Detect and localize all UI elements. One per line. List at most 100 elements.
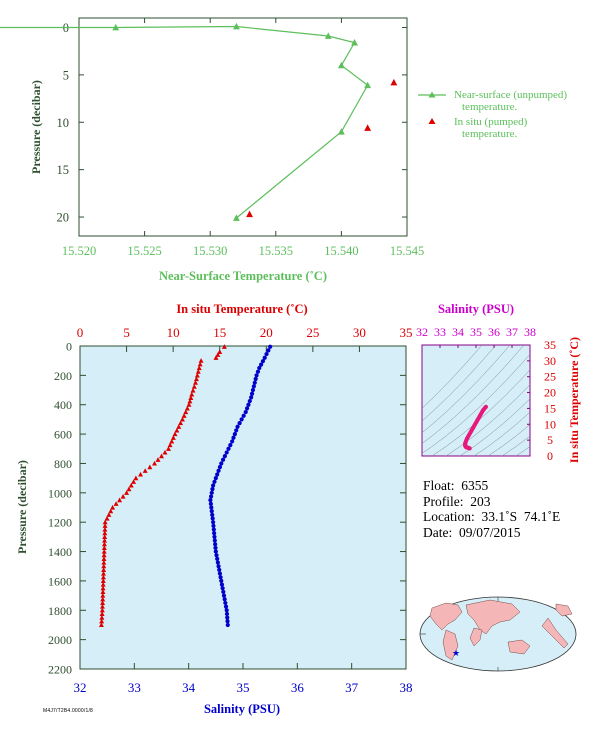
temperature-profile-point <box>183 409 189 415</box>
legend-marker-unpumped <box>428 91 436 98</box>
salinity-profile-point <box>209 490 214 495</box>
unpumped-temperature-point <box>337 128 345 135</box>
ts-x-tick-label: 34 <box>452 325 464 339</box>
salinity-profile-point <box>220 457 226 462</box>
temperature-tick-label: 10 <box>167 325 180 340</box>
temperature-profile-point <box>221 344 227 349</box>
temperature-profile-point <box>113 501 119 506</box>
salinity-profile-point <box>255 369 261 374</box>
salinity-profile-point <box>215 556 220 561</box>
ts-y-tick-label: 15 <box>544 401 556 415</box>
legend-label-pumped: In situ (pumped) temperature. <box>454 116 530 140</box>
temperature-tick-label: 0 <box>77 325 84 340</box>
salinity-profile-point <box>217 465 223 470</box>
salinity-profile-point <box>211 523 216 528</box>
salinity-profile-point <box>208 501 213 506</box>
ts-x-ticks: 32 33 34 35 36 37 38 <box>416 325 536 348</box>
salinity-profile-point <box>209 505 214 510</box>
salinity-profile-point <box>224 450 229 455</box>
temperature-profile-point <box>101 567 107 572</box>
temperature-profile-point <box>194 372 200 378</box>
pressure-tick-label: 400 <box>54 398 72 412</box>
near-surface-legend: Near-surface (unpumped) temperature. In … <box>418 89 567 140</box>
temperature-profile-point <box>178 420 184 426</box>
temperature-tick-label: 35 <box>400 325 413 340</box>
float-location-marker: ★ <box>452 648 460 658</box>
salinity-profile-point <box>225 619 230 624</box>
profile-number: Profile: 203 <box>423 493 491 509</box>
temperature-profile-point <box>169 438 175 444</box>
salinity-profile-point <box>254 373 259 378</box>
unpumped-temperature-point <box>337 61 345 69</box>
near-surface-y-axis-label: Pressure (decibar) <box>29 80 43 174</box>
salinity-profile-point <box>221 593 227 598</box>
profile-top-axis-label: In situ Temperature (˚C) <box>176 302 307 316</box>
density-contour <box>422 345 483 409</box>
pressure-tick-label: 1800 <box>48 604 72 618</box>
salinity-profile-point <box>213 549 218 554</box>
salinity-profile-point <box>208 498 213 503</box>
density-contour <box>473 411 530 456</box>
temperature-profile-point <box>138 471 144 477</box>
temperature-profile-point <box>101 545 107 550</box>
temperature-tick-label: 25 <box>306 325 319 340</box>
salinity-profile-point <box>213 542 218 547</box>
ts-x-axis-label: Salinity (PSU) <box>438 302 514 316</box>
salinity-profile-point <box>219 578 224 584</box>
figure-footnote: M4J7/T2B4.0000/1/8 <box>43 708 94 714</box>
salinity-profile-point <box>260 359 266 364</box>
salinity-profile-point <box>218 575 223 580</box>
ts-plot-area <box>421 344 531 457</box>
temperature-profile-point <box>193 376 199 382</box>
temperature-profile-point <box>102 537 108 543</box>
pumped-temperature-point <box>364 124 372 131</box>
density-contour <box>445 384 530 456</box>
temperature-profile-point <box>101 552 107 558</box>
temperature-profile-point <box>126 486 132 492</box>
salinity-profile-point <box>211 527 216 532</box>
pressure-tick-label: 1400 <box>48 545 72 559</box>
density-contour <box>422 345 511 434</box>
density-contour <box>431 369 530 456</box>
salinity-profile-point <box>217 567 222 572</box>
salinity-profile-point <box>237 420 242 426</box>
ts-y-tick-label: 10 <box>544 417 556 431</box>
salinity-profile-point <box>246 402 251 407</box>
temperature-profile-point <box>174 427 180 433</box>
salinity-profile-point <box>213 476 218 481</box>
temperature-profile-point <box>98 622 104 628</box>
x-tick-label: 15.520 <box>62 244 96 258</box>
legend-marker-pumped <box>428 118 436 124</box>
x-tick-label: 15.525 <box>127 244 161 258</box>
temperature-profile-point <box>196 365 202 371</box>
temperature-profile-point <box>162 449 168 455</box>
temperature-profile-point <box>100 592 106 598</box>
temperature-tick-label: 30 <box>353 325 366 340</box>
profile-y-axis-label: Pressure (decibar) <box>15 460 29 554</box>
salinity-profile-point <box>228 443 233 448</box>
temperature-profile-point <box>181 413 187 418</box>
salinity-x-ticks: 32 33 34 35 36 37 38 <box>74 663 413 695</box>
temperature-profile-point <box>117 497 123 503</box>
salinity-profile-point <box>230 439 235 444</box>
salinity-profile-point <box>210 516 215 521</box>
temperature-profile-point <box>100 589 106 595</box>
temperature-profile-point <box>99 611 105 617</box>
ts-y-tick-label: 5 <box>547 433 553 447</box>
temperature-profile-point <box>193 380 198 385</box>
temperature-profile-point <box>101 548 107 554</box>
pressure-tick-label: 2200 <box>48 663 72 677</box>
temperature-profile-point <box>215 352 221 357</box>
salinity-profile-point <box>235 424 240 429</box>
unpumped-temperature-point <box>233 214 240 221</box>
profile-marks <box>98 344 273 628</box>
temperature-profile-point <box>110 504 116 510</box>
temperature-profile-point <box>213 355 219 360</box>
salinity-profile-point <box>252 380 257 385</box>
temperature-profile-point <box>102 534 108 539</box>
unpumped-temperature-point <box>112 23 120 31</box>
x-tick-label: 15.535 <box>259 244 293 258</box>
temperature-profile-point <box>159 453 164 459</box>
